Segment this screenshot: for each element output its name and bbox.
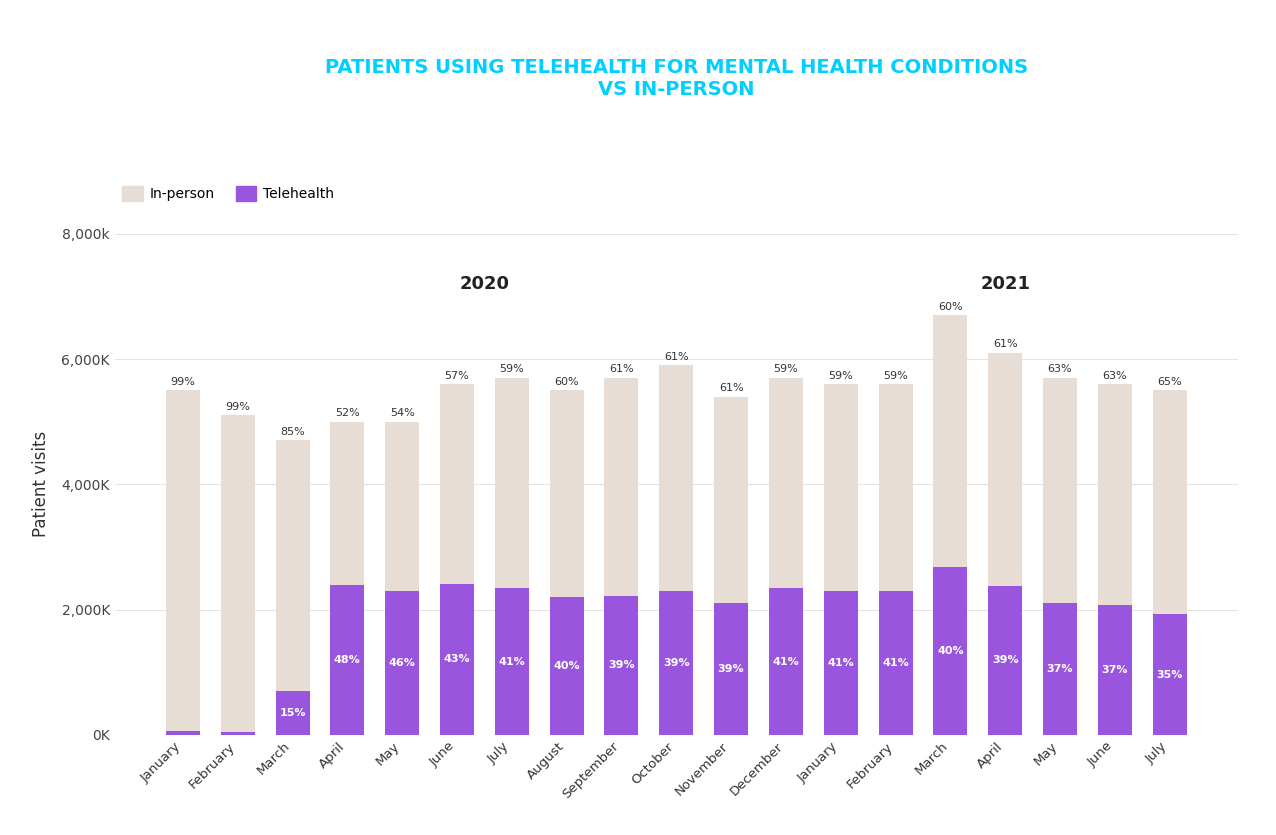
Bar — [1097, 384, 1132, 605]
Text: 41%: 41% — [772, 656, 799, 666]
Text: 43%: 43% — [444, 655, 471, 665]
Text: 59%: 59% — [773, 364, 799, 374]
Bar — [715, 397, 748, 603]
Legend: In-person, Telehealth: In-person, Telehealth — [121, 186, 334, 201]
Bar — [276, 441, 310, 691]
Text: 37%: 37% — [1046, 664, 1073, 674]
Bar — [988, 352, 1022, 586]
Bar — [824, 591, 857, 735]
Text: 41%: 41% — [499, 656, 526, 666]
Text: PATIENTS USING TELEHEALTH FOR MENTAL HEALTH CONDITIONS
VS IN-PERSON: PATIENTS USING TELEHEALTH FOR MENTAL HEA… — [324, 58, 1028, 99]
Text: 52%: 52% — [336, 408, 360, 418]
Bar — [330, 422, 365, 584]
Bar — [879, 384, 912, 591]
Bar — [166, 391, 200, 731]
Text: 40%: 40% — [937, 646, 963, 655]
Bar — [1042, 603, 1077, 735]
Text: 59%: 59% — [883, 371, 909, 381]
Text: 63%: 63% — [1048, 364, 1072, 374]
Bar — [1152, 391, 1187, 615]
Text: 39%: 39% — [991, 655, 1018, 665]
Bar — [495, 377, 528, 589]
Y-axis label: Patient visits: Patient visits — [32, 431, 50, 538]
Bar — [824, 384, 857, 591]
Bar — [934, 316, 967, 567]
Text: 99%: 99% — [171, 377, 195, 387]
Text: 2021: 2021 — [980, 275, 1030, 293]
Text: 41%: 41% — [882, 658, 909, 668]
Bar — [769, 589, 803, 735]
Text: 46%: 46% — [389, 658, 416, 668]
Bar — [1042, 378, 1077, 603]
Bar — [879, 591, 912, 735]
Text: 60%: 60% — [938, 301, 962, 311]
Text: 39%: 39% — [609, 660, 634, 671]
Text: 57%: 57% — [444, 371, 470, 381]
Bar — [1097, 605, 1132, 735]
Text: 65%: 65% — [1157, 377, 1182, 387]
Bar — [660, 590, 693, 735]
Text: 35%: 35% — [1156, 670, 1183, 680]
Text: 61%: 61% — [993, 339, 1017, 349]
Text: 60%: 60% — [554, 377, 579, 387]
Bar — [385, 591, 419, 735]
Text: 61%: 61% — [609, 364, 634, 374]
Bar — [221, 731, 255, 735]
Bar — [605, 378, 638, 595]
Bar — [440, 584, 473, 735]
Bar — [550, 391, 583, 597]
Text: 2020: 2020 — [459, 275, 509, 293]
Text: 63%: 63% — [1102, 371, 1127, 381]
Text: 54%: 54% — [389, 408, 415, 418]
Bar — [385, 422, 419, 591]
Bar — [605, 595, 638, 735]
Text: 39%: 39% — [718, 664, 744, 674]
Text: 15%: 15% — [279, 708, 306, 718]
Bar — [330, 584, 365, 735]
Text: 59%: 59% — [499, 364, 524, 374]
Bar — [495, 589, 528, 735]
Text: 40%: 40% — [554, 661, 581, 671]
Text: 37%: 37% — [1101, 665, 1128, 675]
Bar — [715, 603, 748, 735]
Text: 39%: 39% — [664, 658, 689, 668]
Bar — [660, 366, 693, 590]
Bar — [769, 377, 803, 589]
Bar — [440, 384, 473, 584]
Text: 59%: 59% — [828, 371, 854, 381]
Bar — [988, 586, 1022, 735]
Text: 99%: 99% — [226, 402, 250, 412]
Text: 41%: 41% — [827, 658, 854, 668]
Bar — [276, 691, 310, 735]
Bar — [1152, 615, 1187, 735]
Bar — [166, 731, 200, 735]
Bar — [550, 597, 583, 735]
Text: 48%: 48% — [334, 655, 361, 665]
Text: 61%: 61% — [664, 352, 689, 362]
Bar — [934, 567, 967, 735]
Bar — [221, 416, 255, 731]
Text: 61%: 61% — [718, 383, 744, 393]
Text: 85%: 85% — [281, 427, 305, 437]
